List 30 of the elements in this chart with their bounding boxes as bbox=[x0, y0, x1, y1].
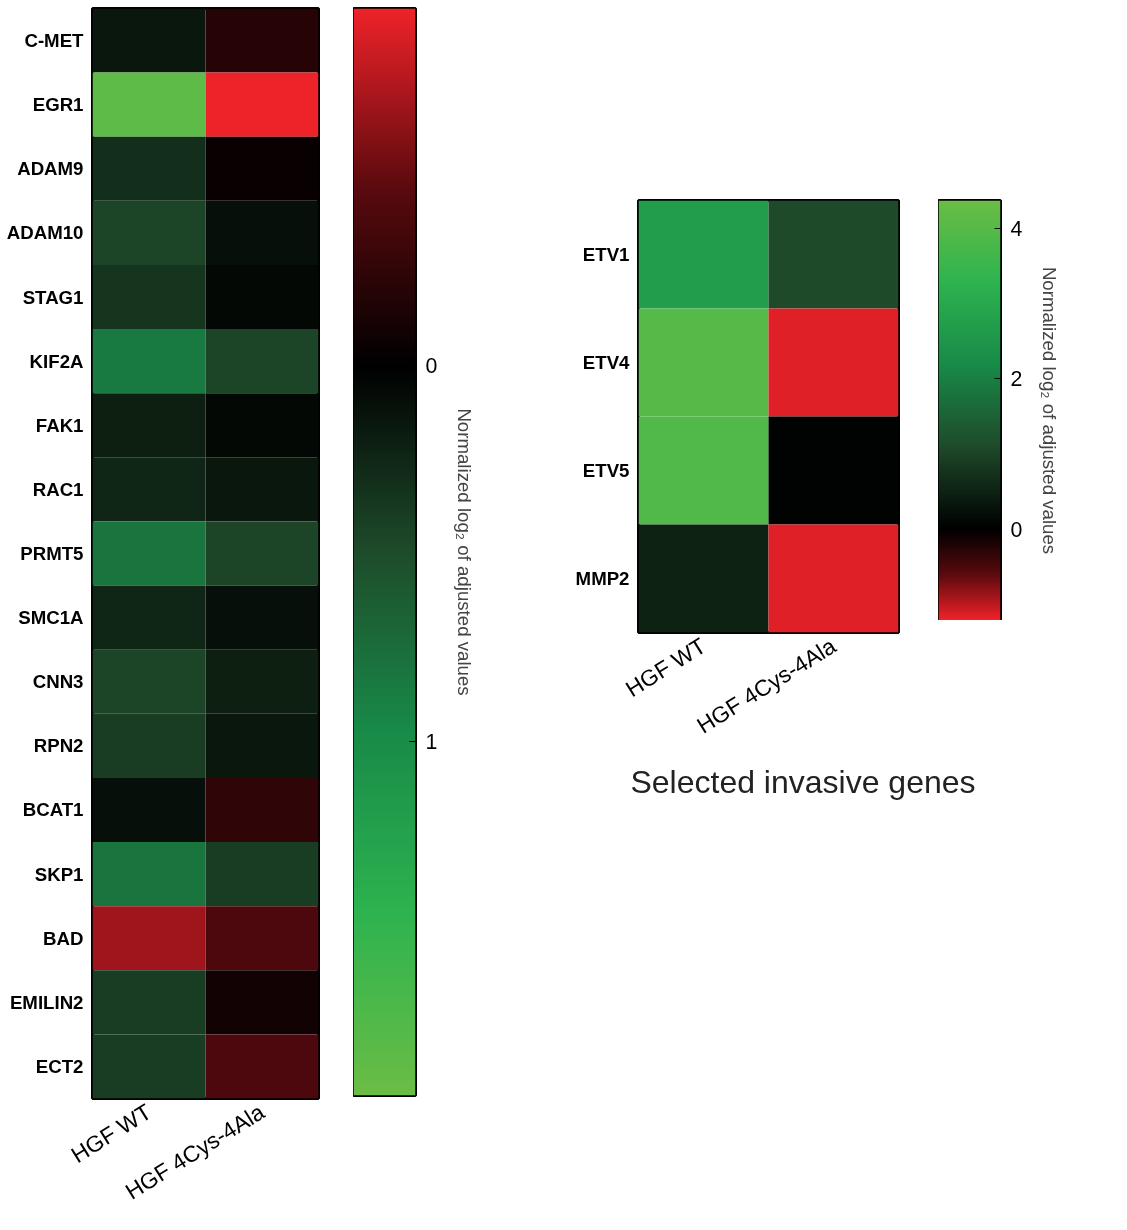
color-bar-label: 1 bbox=[425, 730, 438, 755]
y-tick-label: ETV4 bbox=[582, 352, 631, 373]
y-tick-label: BCAT1 bbox=[22, 799, 84, 821]
y-tick-label: EMILIN2 bbox=[9, 991, 84, 1013]
y-tick-label: CNN3 bbox=[32, 671, 84, 693]
text: Selected invasive genes bbox=[630, 763, 976, 802]
y-tick-label: C-MET bbox=[24, 30, 85, 52]
color-bar-title: Normalized log₂ of adjusted values bbox=[1039, 266, 1061, 555]
y-tick-label: MMP2 bbox=[575, 568, 630, 589]
x-tick-label: HGF WT bbox=[620, 632, 711, 702]
y-tick-label: SMC1A bbox=[18, 607, 84, 629]
color-bar-title: Normalized log₂ of adjusted values bbox=[454, 408, 476, 696]
y-tick-label: KIF2A bbox=[29, 350, 84, 372]
y-tick-label: ECT2 bbox=[35, 1055, 84, 1077]
y-tick-label: RAC1 bbox=[32, 478, 84, 500]
y-tick-label: ADAM10 bbox=[6, 222, 84, 244]
color-bar-label: 2 bbox=[1010, 367, 1023, 392]
y-tick-label: RPN2 bbox=[33, 735, 84, 757]
y-tick-label: EGR1 bbox=[32, 94, 84, 116]
y-tick-label: FAK1 bbox=[35, 414, 84, 436]
color-bar-label: 0 bbox=[1010, 517, 1023, 542]
color-bar-label: 4 bbox=[1010, 216, 1023, 241]
y-tick-label: STAG1 bbox=[22, 286, 84, 308]
y-tick-label: SKP1 bbox=[34, 863, 84, 885]
y-tick-label: BAD bbox=[43, 927, 84, 949]
y-tick-label: ETV5 bbox=[582, 460, 630, 481]
y-tick-label: PRMT5 bbox=[20, 543, 84, 564]
y-tick-label: ADAM9 bbox=[17, 158, 84, 180]
y-tick-label: ETV1 bbox=[582, 244, 630, 265]
color-bar-label: 0 bbox=[425, 354, 438, 379]
